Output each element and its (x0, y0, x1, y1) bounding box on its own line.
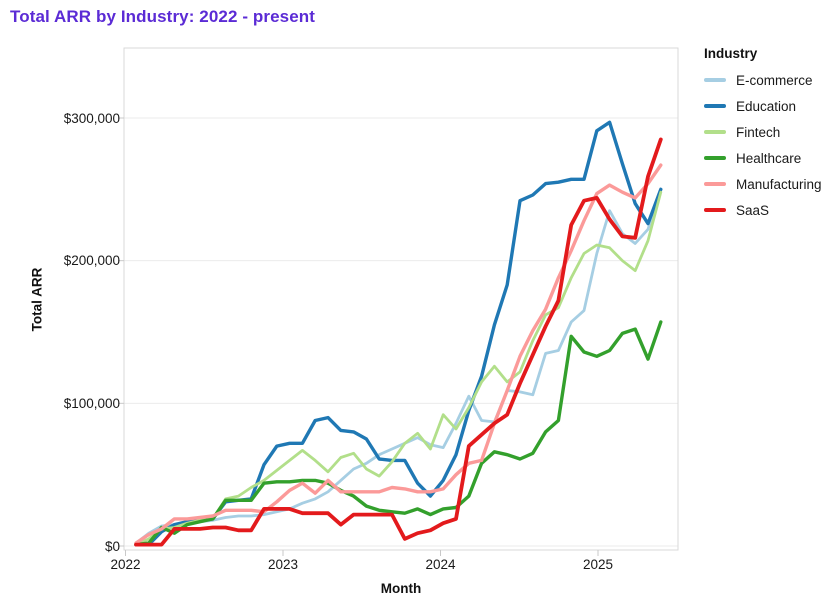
legend-swatch (704, 104, 726, 108)
legend-label: Education (736, 98, 797, 114)
x-tick-label: 2023 (267, 557, 299, 572)
y-tick-label: $200,000 (63, 253, 120, 269)
legend-swatch (704, 130, 726, 134)
legend-swatch (704, 156, 726, 160)
chart-title: Total ARR by Industry: 2022 - present (10, 7, 316, 26)
x-tick-label: 2024 (425, 557, 456, 572)
legend-label: SaaS (736, 202, 770, 218)
legend-item[interactable]: Healthcare (704, 150, 822, 166)
legend-item[interactable]: Fintech (704, 124, 822, 140)
legend-swatch (704, 182, 726, 186)
series-line-saas[interactable] (134, 137, 663, 547)
legend-label: Manufacturing (736, 176, 822, 192)
series-line-e-commerce[interactable] (134, 187, 663, 545)
legend-item[interactable]: Education (704, 98, 822, 114)
y-tick-label: $100,000 (63, 395, 120, 411)
y-axis-title: Total ARR (29, 267, 45, 332)
series-line-manufacturing[interactable] (134, 163, 663, 545)
plot-border (123, 47, 679, 551)
legend-label: Fintech (736, 124, 781, 140)
legend-item[interactable]: SaaS (704, 202, 822, 218)
x-tick-label: 2022 (110, 557, 141, 572)
series-line-fintech[interactable] (134, 190, 663, 546)
y-tick-label: $300,000 (63, 110, 120, 126)
legend-label: Healthcare (736, 150, 802, 166)
legend-swatch (704, 208, 726, 212)
legend-label: E-commerce (736, 72, 813, 88)
legend-swatch (704, 78, 726, 82)
legend-title: Industry (704, 46, 758, 61)
series-line-education[interactable] (134, 120, 663, 547)
series-line-healthcare[interactable] (134, 320, 663, 547)
x-tick-label: 2025 (582, 557, 614, 572)
legend: Industry E-commerce Education Fintech Healt… (704, 46, 822, 218)
legend-item[interactable]: Manufacturing (704, 176, 822, 192)
legend-items: E-commerce Education Fintech Healthcare Manu… (704, 72, 822, 218)
x-axis-title: Month (380, 581, 422, 596)
legend-item[interactable]: E-commerce (704, 72, 822, 88)
y-tick-label: $0 (104, 538, 120, 554)
